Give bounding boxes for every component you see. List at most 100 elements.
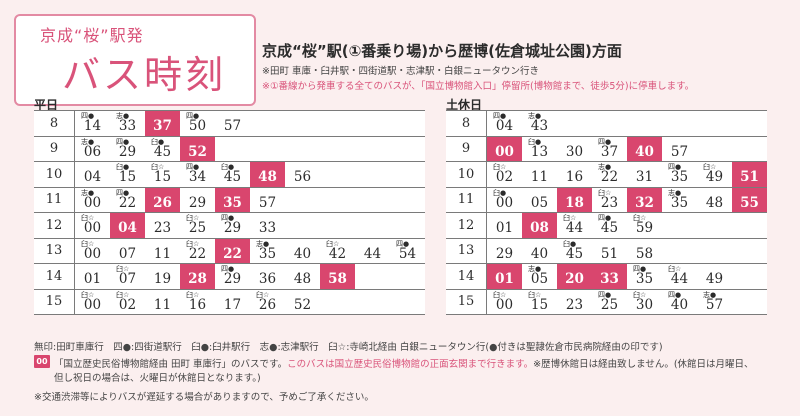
route-mark: 志●: [116, 112, 130, 120]
minute-cell: 臼☆ 26: [250, 288, 285, 315]
minute-cell: 29: [180, 186, 215, 213]
minute-cell: 四● 14: [74, 110, 110, 137]
timetable-row: 8 四● 14 志● 33 37 四● 50 57: [34, 110, 425, 137]
minute-cell: 49: [697, 263, 732, 290]
empty-cell: [662, 237, 697, 264]
route-mark: 臼☆: [116, 265, 130, 273]
empty-cell: [732, 237, 767, 264]
minute-cell: 35: [215, 186, 250, 213]
minute-value: 33: [258, 220, 277, 237]
minute-cell: 30: [557, 135, 592, 162]
minute-cell: 05: [522, 186, 557, 213]
minute-value: 26: [153, 194, 172, 211]
minute-value: 29: [223, 220, 242, 237]
minute-cell: 01: [486, 263, 522, 290]
minute-cell: 臼● 13: [522, 135, 557, 162]
minute-value: 01: [495, 220, 514, 237]
empty-cell: [320, 186, 355, 213]
minute-cell: 40: [285, 237, 320, 264]
minute-cell: 臼☆ 44: [557, 212, 592, 239]
empty-cell: [390, 212, 425, 239]
highlight-badge: 00: [34, 355, 50, 368]
minute-value: 45: [565, 245, 584, 262]
hour-cell: 15: [446, 288, 487, 315]
minute-value: 20: [565, 271, 584, 288]
minute-value: 04: [118, 220, 137, 237]
route-mark: 臼☆: [528, 290, 542, 299]
timetable-row: 13 29 40 臼● 45 51 58: [446, 237, 767, 264]
route-mark: 臼☆: [633, 214, 647, 222]
minute-value: 40: [293, 245, 312, 262]
minute-value: 02: [495, 169, 514, 186]
hour-cell: 9: [446, 135, 487, 162]
minute-value: 11: [153, 245, 172, 262]
minute-value: 57: [258, 194, 277, 211]
minute-cell: 11: [145, 237, 180, 264]
minute-cell: 56: [285, 161, 320, 188]
minute-cell: 臼☆ 42: [320, 237, 355, 264]
minute-value: 48: [705, 194, 724, 211]
minute-value: 44: [670, 271, 689, 288]
minute-cell: 11: [522, 161, 557, 188]
minute-value: 57: [223, 118, 242, 135]
minute-cell: 51: [592, 237, 627, 264]
timetable-row: 9 00 臼● 13 30 四● 37 40 57: [446, 135, 767, 162]
footer-note-1a: 「国立歴史民俗博物館経由 田町 車庫行」のバスです。: [54, 359, 288, 370]
footer-note-1c: ※歴博休館日は経由致しません。(休館日は月曜日、: [533, 359, 754, 370]
minute-value: 57: [705, 296, 724, 313]
empty-cell: [697, 135, 732, 162]
timetable-row: 13 臼☆ 00 07 11 臼☆ 22 22 志● 35 40 臼☆ 42 44 四● 54: [34, 237, 425, 264]
minute-value: 01: [495, 271, 514, 288]
route-mark: 志●: [598, 163, 612, 171]
empty-cell: [390, 288, 425, 315]
minute-cell: 臼● 00: [486, 186, 522, 213]
minute-value: 57: [670, 143, 689, 160]
minute-value: 49: [705, 271, 724, 288]
empty-cell: [557, 110, 592, 137]
hour-cell: 11: [446, 186, 487, 213]
empty-cell: [697, 212, 732, 239]
minute-value: 07: [118, 245, 137, 262]
route-mark: 臼●: [493, 188, 507, 197]
empty-cell: [355, 110, 390, 137]
route-mark: 四●: [668, 290, 682, 299]
minute-value: 44: [565, 220, 584, 237]
timetable-row: 12 臼☆ 00 04 23 臼☆ 25 四● 29 33: [34, 212, 425, 239]
minute-value: 48: [258, 169, 277, 186]
empty-cell: [732, 288, 767, 315]
minute-value: 00: [495, 194, 514, 211]
minute-value: 00: [495, 143, 514, 160]
hour-cell: 14: [446, 263, 487, 290]
minute-value: 43: [530, 118, 549, 135]
minute-value: 28: [188, 271, 207, 288]
minute-cell: 55: [732, 186, 767, 213]
route-mark: 四●: [186, 163, 200, 171]
route-mark: 四●: [221, 214, 235, 222]
minute-value: 33: [600, 271, 619, 288]
empty-cell: [285, 212, 320, 239]
minute-value: 29: [188, 194, 207, 211]
title-badge: 京成“桜”駅発 バス時刻表: [14, 14, 256, 152]
minute-cell: 四● 29: [215, 212, 250, 239]
route-mark: 四●: [598, 290, 612, 299]
minute-cell: 57: [215, 110, 250, 137]
minute-cell: 臼☆ 07: [110, 263, 145, 290]
minute-cell: 16: [557, 161, 592, 188]
minute-value: 35: [670, 169, 689, 186]
minute-cell: 四● 54: [390, 237, 425, 264]
empty-cell: [320, 288, 355, 315]
minute-value: 00: [83, 220, 102, 237]
timetable-row: 11 臼● 00 05 18 臼☆ 23 32 志● 35 48 55: [446, 186, 767, 213]
empty-cell: [390, 263, 425, 290]
empty-cell: [355, 288, 390, 315]
minute-cell: 臼☆ 02: [486, 161, 522, 188]
minute-cell: 臼☆ 02: [110, 288, 145, 315]
route-mark: 臼☆: [598, 188, 612, 197]
minute-value: 40: [530, 245, 549, 262]
minute-cell: 08: [522, 212, 557, 239]
hour-cell: 12: [446, 212, 487, 239]
minute-cell: 臼☆ 44: [662, 263, 697, 290]
minute-cell: 23: [557, 288, 592, 315]
empty-cell: [285, 110, 320, 137]
minute-value: 35: [223, 194, 242, 211]
